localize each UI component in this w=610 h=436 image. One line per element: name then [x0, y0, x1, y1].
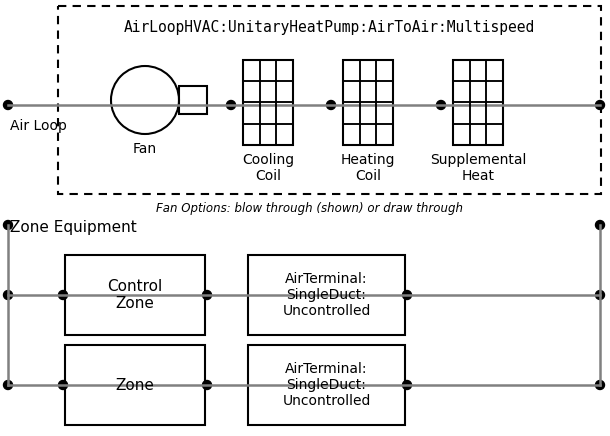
Circle shape [59, 290, 68, 300]
Text: Fan Options: blow through (shown) or draw through: Fan Options: blow through (shown) or dra… [157, 202, 464, 215]
Circle shape [203, 290, 212, 300]
Text: Cooling
Coil: Cooling Coil [242, 153, 294, 183]
Circle shape [4, 381, 12, 389]
Text: Air Loop: Air Loop [10, 119, 67, 133]
Circle shape [595, 101, 605, 109]
Bar [65, 255, 205, 335]
Text: Zone: Zone [115, 378, 154, 392]
Bar [179, 86, 207, 114]
Bar [453, 60, 503, 145]
Text: Zone Equipment: Zone Equipment [10, 220, 137, 235]
Circle shape [59, 381, 68, 389]
Bar [243, 60, 293, 145]
Bar [58, 6, 601, 194]
Circle shape [437, 101, 445, 109]
Bar [248, 345, 405, 425]
Circle shape [595, 381, 605, 389]
Circle shape [226, 101, 235, 109]
Bar [65, 345, 205, 425]
Circle shape [595, 221, 605, 229]
Text: AirTerminal:
SingleDuct:
Uncontrolled: AirTerminal: SingleDuct: Uncontrolled [282, 362, 371, 408]
Text: Fan: Fan [133, 142, 157, 156]
Circle shape [203, 381, 212, 389]
Bar [343, 60, 393, 145]
Circle shape [403, 381, 412, 389]
Text: AirLoopHVAC:UnitaryHeatPump:AirToAir:Multispeed: AirLoopHVAC:UnitaryHeatPump:AirToAir:Mul… [124, 20, 535, 35]
Text: Supplemental
Heat: Supplemental Heat [430, 153, 526, 183]
Circle shape [403, 290, 412, 300]
Bar [248, 255, 405, 335]
Circle shape [595, 290, 605, 300]
Circle shape [4, 101, 12, 109]
Text: Control
Zone: Control Zone [107, 279, 163, 311]
Text: Heating
Coil: Heating Coil [341, 153, 395, 183]
Circle shape [326, 101, 336, 109]
Circle shape [4, 290, 12, 300]
Circle shape [4, 221, 12, 229]
Text: AirTerminal:
SingleDuct:
Uncontrolled: AirTerminal: SingleDuct: Uncontrolled [282, 272, 371, 318]
